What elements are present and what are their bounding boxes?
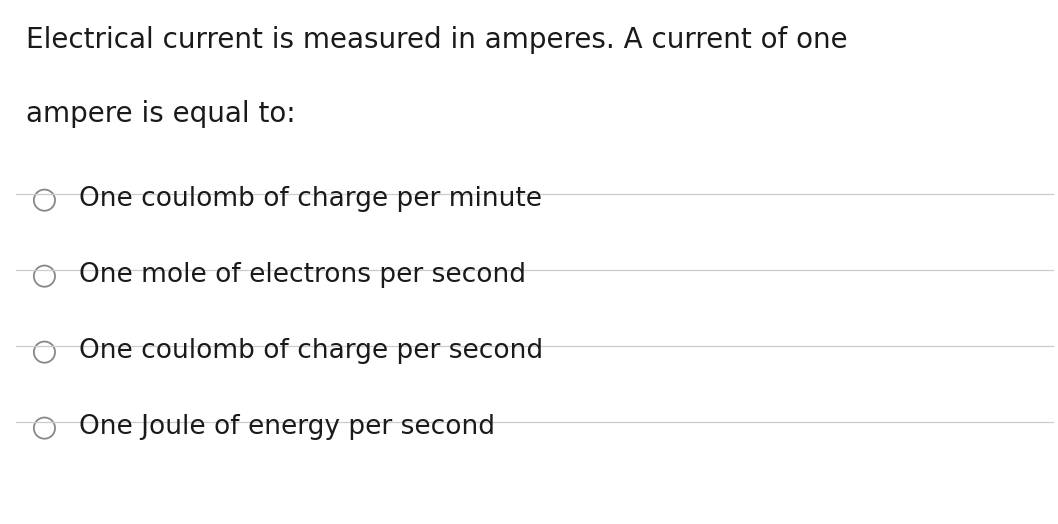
- Text: Electrical current is measured in amperes. A current of one: Electrical current is measured in ampere…: [26, 26, 849, 54]
- Text: One coulomb of charge per minute: One coulomb of charge per minute: [79, 186, 543, 212]
- Text: One Joule of energy per second: One Joule of energy per second: [79, 414, 495, 440]
- Text: One coulomb of charge per second: One coulomb of charge per second: [79, 338, 544, 364]
- Text: One mole of electrons per second: One mole of electrons per second: [79, 262, 526, 288]
- Text: ampere is equal to:: ampere is equal to:: [26, 100, 296, 127]
